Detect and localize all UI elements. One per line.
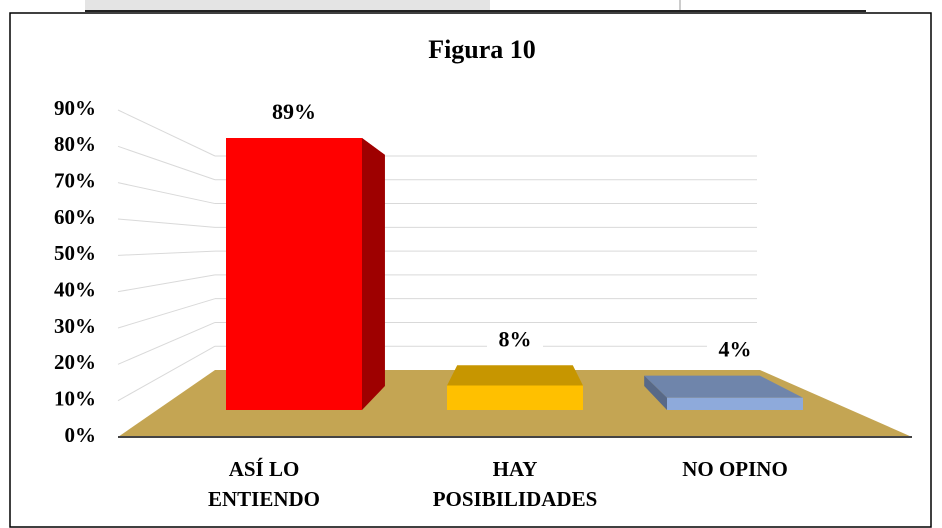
y-tick-label: 50% [54,241,96,265]
y-tick-label: 90% [54,96,96,120]
grid-line [117,250,216,256]
bar-face [667,397,803,410]
bar-face [226,138,362,411]
bar [447,365,583,410]
y-tick-label: 30% [54,314,96,338]
grid-line [117,218,216,228]
bar [644,375,803,410]
value-label: 89% [272,99,316,124]
decor [85,0,490,10]
grid-line [117,345,216,402]
x-tick-label: ASÍ LO ENTIENDO [207,457,321,511]
value-label: 4% [719,337,752,362]
x-tick-label: HAY POSIBILIDADES [432,457,598,511]
y-tick-label: 40% [54,277,96,301]
value-label-box [487,326,543,357]
y-tick-label: 80% [54,132,96,156]
y-tick-label: 20% [54,350,96,374]
plot: 0% 10% 20% 30% 40% 50% 60% 70% 80% 90% 89% 8% 4% [54,96,912,447]
bar-face [644,375,667,410]
value-label: 8% [499,326,532,351]
y-tick-label: 70% [54,168,96,192]
grid-line [117,109,216,157]
bar-face [644,375,803,398]
bar-face [362,138,385,411]
chart-border [9,12,932,528]
bar-face [447,385,583,410]
bar-face [447,365,583,386]
x-tick-label: NO OPINO [682,457,788,481]
grid-line [117,145,216,181]
y-tick-label: 10% [54,386,96,410]
y-tick-label: 0% [65,423,97,447]
bar [226,138,385,411]
grid-line [117,321,216,365]
grid-line [117,274,216,293]
value-label-box [707,336,763,367]
grid-line [117,298,216,329]
chart-title: Figura 10 [428,35,536,64]
grid-line [117,182,216,205]
y-tick-label: 60% [54,205,96,229]
